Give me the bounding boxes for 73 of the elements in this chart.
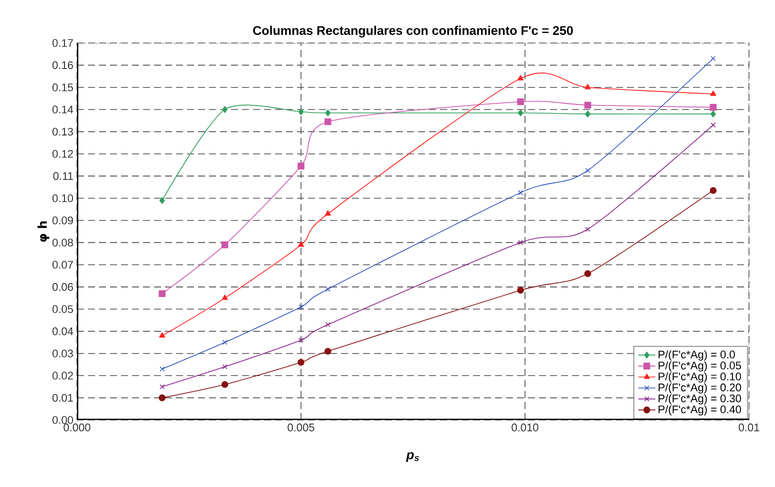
point (710, 122, 716, 128)
y-tick-label: 0.13 (52, 128, 73, 136)
point (584, 102, 592, 108)
point (710, 187, 717, 194)
y-axis-title: φ h (38, 221, 50, 242)
point (298, 162, 304, 170)
point (325, 109, 331, 116)
point (221, 241, 228, 248)
point (159, 332, 166, 338)
legend-label: P/(F'c*Ag) = 0.40 (658, 405, 742, 416)
point (158, 290, 166, 297)
chart-title: Columnas Rectangulares con confinamiento F'c = 250 (253, 26, 573, 38)
y-tick-label: 0.09 (52, 216, 73, 224)
point (585, 226, 590, 232)
point (158, 394, 166, 402)
point (221, 381, 228, 388)
point (710, 104, 717, 111)
legend-label: P/(F'c*Ag) = 0.10 (658, 372, 742, 383)
y-tick-label: 0.15 (52, 83, 73, 92)
point (222, 106, 228, 113)
x-tick-label: 0.010 (512, 424, 538, 432)
point (710, 110, 716, 118)
point (584, 84, 591, 90)
y-tick-label: 0.14 (52, 106, 74, 114)
y-tick-label: 0.11 (53, 172, 73, 180)
y-tick-label: 0.06 (52, 283, 73, 291)
y-tick-label: 0.02 (52, 372, 73, 380)
point (159, 197, 165, 204)
point (585, 110, 590, 118)
y-tick-label: 0.03 (52, 350, 73, 358)
point (160, 366, 165, 372)
point (710, 90, 716, 96)
x-tick-label: 0.000 (64, 424, 90, 432)
point (584, 270, 592, 278)
legend-label: P/(F'c*Ag) = 0.20 (658, 383, 742, 394)
point (585, 168, 590, 174)
x-tick-label: 0.01 (738, 424, 760, 432)
point (518, 190, 524, 196)
point (325, 286, 330, 292)
y-tick-label: 0.05 (52, 305, 73, 314)
y-tick-label: 0.12 (52, 150, 73, 158)
point (518, 240, 524, 246)
x-tick-label: 0.005 (288, 424, 314, 432)
y-tick-label: 0.04 (52, 327, 74, 336)
point (222, 364, 228, 370)
point (222, 340, 228, 345)
y-tick-label: 0.16 (52, 61, 73, 70)
point (298, 358, 304, 366)
y-tick-label: 0.01 (52, 394, 73, 402)
y-tick-label: 0.08 (52, 238, 73, 246)
legend-label: P/(F'c*Ag) = 0.30 (658, 394, 742, 404)
point (298, 304, 304, 310)
legend-label: P/(F'c*Ag) = 0.0 (658, 350, 735, 361)
point (324, 348, 332, 355)
y-tick-label: 0.17 (52, 39, 73, 47)
point (298, 241, 304, 247)
point (517, 98, 524, 106)
y-tick-label: 0.00 (52, 416, 74, 424)
point (517, 286, 524, 294)
point (324, 118, 332, 126)
point (298, 108, 304, 116)
point (324, 210, 331, 216)
x-axis-title: p$_{s}$ (406, 452, 419, 462)
point (710, 56, 716, 62)
legend-label: P/(F'c*Ag) = 0.05 (658, 361, 741, 372)
point (325, 322, 330, 328)
y-tick-label: 0.07 (52, 260, 73, 269)
y-tick-label: 0.10 (52, 194, 74, 202)
point (518, 75, 524, 80)
point (298, 338, 304, 343)
point (222, 294, 228, 300)
point (518, 109, 524, 116)
point (160, 384, 165, 390)
